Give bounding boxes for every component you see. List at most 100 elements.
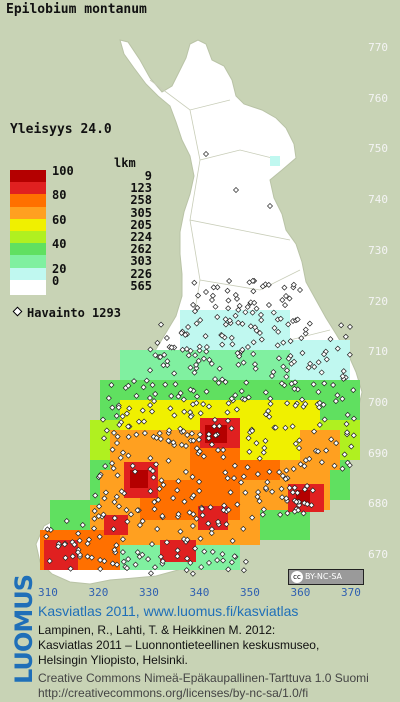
- observation-diamond: [147, 346, 154, 353]
- observation-diamond: [175, 511, 182, 518]
- observation-diamond: [282, 475, 289, 482]
- observation-diamond: [111, 546, 118, 553]
- observation-diamond: [290, 281, 297, 288]
- observation-diamond: [283, 373, 290, 380]
- observation-diamond: [196, 478, 203, 485]
- observation-diamond: [262, 485, 269, 492]
- observation-diamond: [174, 487, 181, 494]
- observation-diamond: [196, 431, 203, 438]
- observation-diamond: [97, 566, 104, 573]
- observation-diamond: [182, 468, 189, 475]
- observation-diamond: [315, 388, 322, 395]
- observation-diamond: [191, 369, 198, 376]
- observation-diamond: [113, 542, 120, 549]
- observation-diamond: [318, 459, 325, 466]
- observation-diamond: [178, 441, 185, 448]
- observation-diamond: [198, 564, 205, 571]
- observation-diamond: [101, 435, 108, 442]
- observation-diamond: [256, 455, 263, 462]
- observation-diamond: [141, 430, 148, 437]
- observation-diamond: [291, 508, 298, 515]
- observation-diamond: [293, 498, 300, 505]
- observation-diamond: [348, 443, 355, 450]
- observation-diamond: [262, 437, 269, 444]
- x-tick-label: 370: [341, 586, 361, 599]
- observation-diamond: [302, 326, 309, 333]
- observation-diamond: [97, 556, 104, 563]
- observation-diamond: [175, 478, 182, 485]
- observation-diamond: [346, 462, 353, 469]
- observation-diamond: [111, 515, 118, 522]
- observation-diamond: [339, 395, 346, 402]
- observation-diamond: [334, 392, 341, 399]
- legend-row: 60 205: [10, 213, 170, 234]
- observation-diamond: [225, 417, 231, 424]
- observation-diamond: [323, 447, 330, 454]
- footer-license-url[interactable]: http://creativecommons.org/licenses/by-n…: [38, 686, 309, 700]
- observation-diamond: [341, 451, 348, 458]
- observation-diamond: [95, 513, 102, 520]
- observation-diamond: [231, 475, 238, 482]
- observation-diamond: [302, 401, 309, 407]
- observation-diamond: [188, 430, 195, 437]
- observation-diamond: [43, 533, 50, 540]
- observation-diamond: [331, 462, 338, 469]
- observation-diamond: [291, 358, 298, 365]
- footer-atlas-link[interactable]: Kasviatlas 2011, www.luomus.fi/kasviatla…: [38, 603, 299, 619]
- observation-diamond: [193, 361, 200, 368]
- observation-diamond: [344, 411, 351, 418]
- observation-diamond: [242, 309, 249, 316]
- legend-swatch: [10, 218, 46, 234]
- species-title: Epilobium montanum: [6, 2, 147, 17]
- observation-diamond: [284, 400, 291, 407]
- observation-diamond: [240, 473, 247, 480]
- observation-diamond: [224, 409, 231, 416]
- distribution-map: [35, 39, 363, 585]
- observation-diamond: [180, 536, 187, 543]
- observation-diamond: [91, 525, 98, 532]
- observation-diamond: [151, 506, 158, 513]
- observation-diamond: [154, 526, 161, 533]
- observation-diamond: [180, 396, 187, 403]
- observation-diamond: [134, 507, 141, 514]
- footer-citation-line1: Lampinen, R., Lahti, T. & Heikkinen M. 2…: [38, 623, 276, 637]
- observation-diamond: [174, 547, 181, 554]
- observation-diamond: [228, 334, 235, 341]
- observation-diamond: [299, 396, 306, 403]
- legend-row: 303: [10, 254, 170, 271]
- observation-diamond: [62, 554, 69, 561]
- observation-diamond: [244, 303, 251, 310]
- observation-diamond: [272, 424, 279, 431]
- observation-diamond: [152, 352, 159, 359]
- observation-diamond: [133, 431, 140, 438]
- observation-diamond: [279, 472, 286, 479]
- observation-diamond: [215, 379, 222, 386]
- observation-diamond: [160, 481, 167, 488]
- observation-diamond: [101, 495, 108, 502]
- observation-diamond: [251, 299, 258, 306]
- observation-diamond: [125, 452, 132, 459]
- observation-diamond: [323, 356, 330, 363]
- observation-diamond: [191, 308, 198, 315]
- observation-diamond: [199, 505, 205, 512]
- observation-diamond: [125, 423, 132, 430]
- observation-diamond: [235, 319, 242, 326]
- observation-diamond: [287, 338, 294, 345]
- y-tick-label: 690: [368, 446, 388, 460]
- license-badge[interactable]: cc BY-NC-SA: [288, 569, 364, 585]
- observation-diamond: [208, 441, 215, 448]
- distribution-cell: [270, 156, 280, 166]
- observation-diamond: [332, 398, 339, 405]
- observation-diamond: [316, 421, 323, 428]
- observation-diamond: [187, 386, 194, 393]
- legend-row: 40 262: [10, 237, 170, 259]
- observation-diamond: [147, 488, 154, 495]
- observation-diamond: [129, 462, 136, 469]
- observation-diamond: [260, 449, 267, 456]
- observation-diamond: [225, 305, 232, 312]
- observation-diamond: [279, 494, 286, 501]
- observation-diamond: [250, 339, 257, 346]
- observation-diamond: [231, 553, 238, 560]
- legend-row: 224: [10, 230, 170, 246]
- observation-diamond: [84, 553, 91, 560]
